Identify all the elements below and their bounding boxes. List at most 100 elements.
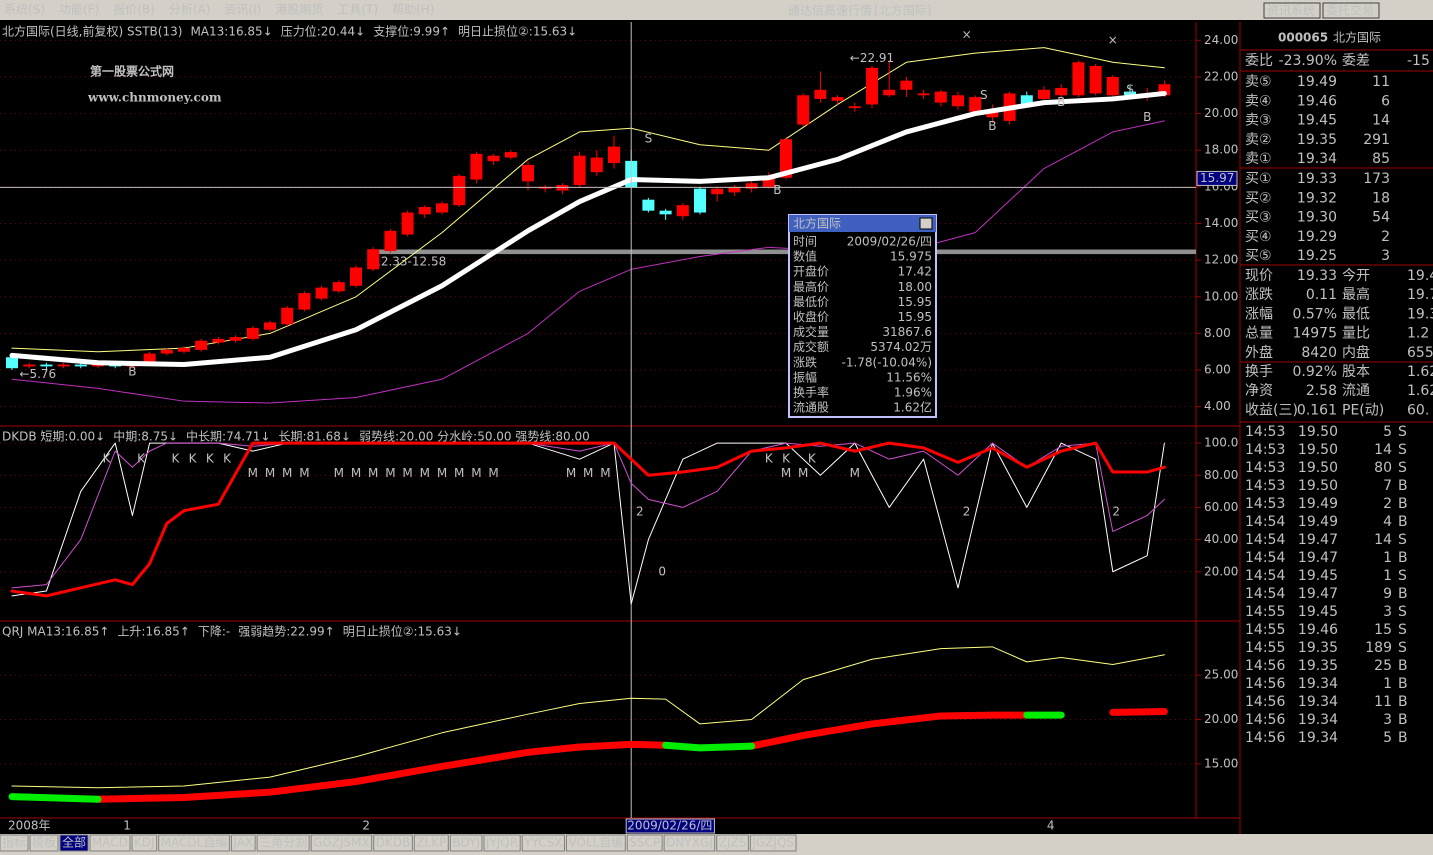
stat-label: 收益(三) <box>1245 402 1298 418</box>
stat-label: 换手 <box>1245 363 1273 380</box>
tick-side: B <box>1398 496 1408 512</box>
tab-frame[interactable] <box>310 834 373 852</box>
tab-frame[interactable] <box>230 834 256 852</box>
tab[interactable]: SSCP <box>629 836 660 850</box>
tab-frame[interactable] <box>89 834 131 852</box>
book-price: 19.35 <box>1297 132 1337 148</box>
tab[interactable]: 全部 <box>62 835 86 850</box>
menu-item[interactable]: 功能(F) <box>59 3 99 17</box>
tick-volume: 2 <box>1383 496 1392 512</box>
tick-price: 19.50 <box>1298 460 1338 476</box>
tick-volume: 15 <box>1374 622 1392 638</box>
menu-item[interactable]: 资讯(I) <box>224 3 261 17</box>
tab-frame[interactable] <box>413 834 449 852</box>
tab-frame[interactable] <box>29 834 59 852</box>
button[interactable] <box>1322 2 1380 19</box>
tooltip-label: 流通股 <box>793 401 829 415</box>
stat-label: 量比 <box>1342 326 1370 342</box>
stat-value: 8420 <box>1301 345 1337 361</box>
tab[interactable]: JGZJQS <box>751 836 794 850</box>
tab[interactable]: YYCSX <box>523 836 562 850</box>
book-label: 买① <box>1245 171 1272 187</box>
tab[interactable]: ZLKP <box>416 836 446 850</box>
tab[interactable]: JYJQR <box>485 836 518 850</box>
tick-side: S <box>1398 604 1407 620</box>
tab[interactable]: GGZJSMX <box>313 836 370 850</box>
tab-frame[interactable] <box>626 834 663 852</box>
candle-body <box>453 175 466 206</box>
marker: 2 <box>1112 505 1120 519</box>
candle-body <box>728 186 741 193</box>
tick-side: B <box>1398 658 1408 674</box>
tooltip-close[interactable] <box>919 217 933 230</box>
panel-header: 北方国际(日线,前复权) SSTB(13) <box>2 24 182 39</box>
tab[interactable]: 三角分割 <box>259 835 307 850</box>
tab-frame[interactable] <box>131 834 158 852</box>
book-price: 19.49 <box>1297 74 1337 90</box>
tab-frame[interactable] <box>256 834 310 852</box>
panel-header: 长期:81.68↓ <box>279 430 351 444</box>
tab-frame[interactable] <box>0 834 29 852</box>
tick-price: 19.50 <box>1298 424 1338 440</box>
stat-label: 最低 <box>1342 306 1370 322</box>
tab-frame[interactable] <box>749 834 797 852</box>
tab-frame[interactable] <box>373 834 413 852</box>
marker: M <box>437 466 447 480</box>
book-price: 19.30 <box>1297 210 1337 226</box>
candle-body <box>23 364 36 367</box>
tab[interactable]: 指标 <box>2 835 26 850</box>
tab[interactable]: KDJ <box>134 836 155 850</box>
crosshair-price-box <box>1196 170 1238 186</box>
menu-item[interactable]: 工具(T) <box>337 3 378 17</box>
book-label: 买⑤ <box>1245 248 1272 264</box>
marker: M <box>420 466 430 480</box>
tab-frame[interactable] <box>521 834 565 852</box>
y-tick-label: 40.00 <box>1204 532 1238 546</box>
tab[interactable]: ZJZS <box>719 836 747 850</box>
tick-side: S <box>1398 424 1407 440</box>
tab-frame[interactable] <box>483 834 521 852</box>
candle-body <box>780 139 792 178</box>
menu-item[interactable]: 帮助(H) <box>392 3 434 17</box>
tab-frame[interactable] <box>565 834 626 852</box>
candle-body <box>74 364 87 367</box>
marker: K <box>137 452 146 466</box>
tab[interactable]: BDYJ <box>452 836 480 850</box>
marker: M <box>454 466 464 480</box>
tab-frame[interactable] <box>449 834 483 852</box>
tab[interactable]: 模板 <box>32 836 56 850</box>
menu-item[interactable]: 报价(B) <box>113 2 155 17</box>
tab[interactable]: JAX <box>232 836 253 850</box>
stat-value: 0.11 <box>1306 287 1337 303</box>
button[interactable] <box>1263 2 1321 19</box>
button-label[interactable]: 资讯系统 <box>1267 4 1315 18</box>
candle-body <box>1038 89 1050 99</box>
y-tick-label: 22.00 <box>1204 69 1238 83</box>
tab[interactable]: MACD <box>92 836 128 850</box>
tab[interactable]: DKDB <box>376 836 411 850</box>
candle-body <box>350 267 362 286</box>
menu-item[interactable]: 港股期货 <box>275 2 323 17</box>
y-tick-label: 6.00 <box>1204 363 1231 377</box>
panel-header: QRJ MA13:16.85↑ <box>2 625 109 639</box>
tick-time: 14:53 <box>1245 424 1285 440</box>
y-tick-label: 80.00 <box>1204 468 1238 482</box>
menu-item[interactable]: 分析(A) <box>169 3 211 17</box>
tab-frame[interactable] <box>59 834 89 852</box>
tab[interactable]: VOLL自编 <box>568 835 623 850</box>
tab-frame[interactable] <box>663 834 716 852</box>
candle-body <box>762 175 775 187</box>
watermark-url: www.chnmoney.com <box>87 91 222 105</box>
tooltip-value: 15.975 <box>890 250 932 264</box>
annotation: B <box>988 119 996 133</box>
menu-item[interactable]: 系统(S) <box>4 3 45 17</box>
tab-frame[interactable] <box>716 834 749 852</box>
candle-body <box>900 80 913 90</box>
tab-frame[interactable] <box>158 834 230 852</box>
button-label[interactable]: 委托交易 <box>1326 3 1374 18</box>
tab[interactable]: DNYXGJ <box>666 836 713 850</box>
book-price: 19.45 <box>1297 113 1337 129</box>
tick-side: S <box>1398 532 1407 548</box>
tab[interactable]: MACDL自编 <box>161 835 228 850</box>
line <box>11 442 1165 589</box>
